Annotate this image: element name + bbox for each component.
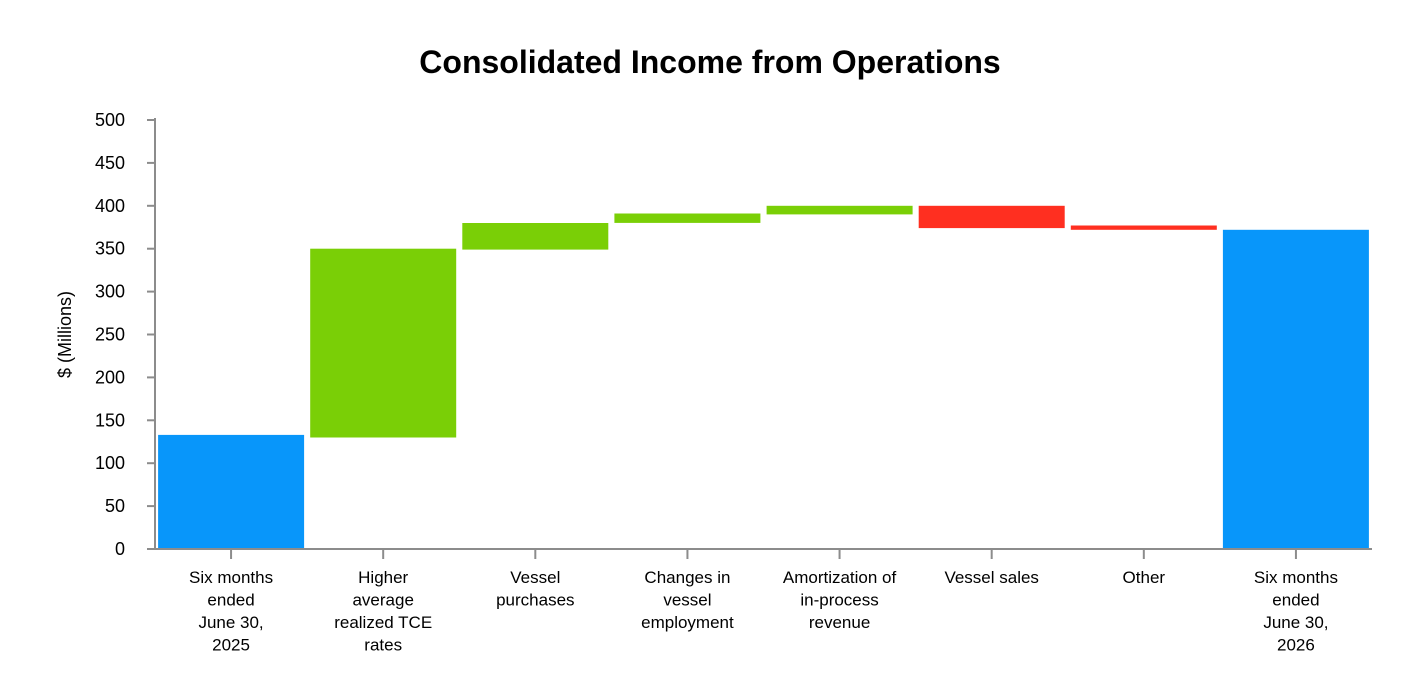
bar-increase-4 [766, 205, 913, 215]
y-tick-label-450: 450 [95, 153, 125, 173]
bar-total-0 [158, 434, 305, 549]
x-tick-label-5: Vessel sales [944, 568, 1039, 587]
x-tick-label-4: Amortization of in-process revenue [783, 568, 897, 632]
y-tick-label-350: 350 [95, 239, 125, 259]
y-tick-label-150: 150 [95, 410, 125, 430]
y-tick-label-0: 0 [115, 539, 125, 559]
y-tick-label-300: 300 [95, 282, 125, 302]
bar-total-7 [1222, 229, 1369, 550]
x-tick-label-0: Six months ended June 30, 2025 [189, 568, 273, 655]
x-tick-label-3: Changes in vessel employment [641, 568, 734, 632]
y-tick-label-50: 50 [105, 496, 125, 516]
x-tick-label-7: Six months ended June 30, 2026 [1254, 568, 1338, 655]
y-tick-label-100: 100 [95, 453, 125, 473]
bar-decrease-5 [918, 205, 1065, 229]
y-tick-label-400: 400 [95, 196, 125, 216]
x-tick-label-1: Higher average realized TCE rates [334, 568, 432, 655]
bars-layer [158, 205, 1369, 550]
y-tick-label-250: 250 [95, 325, 125, 345]
x-tick-label-6: Other [1123, 568, 1166, 587]
chart-title: Consolidated Income from Operations [419, 44, 1001, 80]
bar-decrease-6 [1070, 225, 1217, 230]
y-tick-label-200: 200 [95, 367, 125, 387]
axes-layer [147, 118, 1372, 559]
labels-layer: 0 50 100 150 200 250 300 350 400 450 500 Six months… [55, 110, 1338, 655]
bar-increase-3 [614, 213, 761, 223]
bar-increase-1 [310, 248, 457, 438]
bar-increase-2 [462, 223, 609, 250]
y-axis-title: $ (Millions) [55, 291, 75, 378]
x-tick-label-2: Vessel purchases [496, 568, 574, 610]
y-tick-label-500: 500 [95, 110, 125, 130]
